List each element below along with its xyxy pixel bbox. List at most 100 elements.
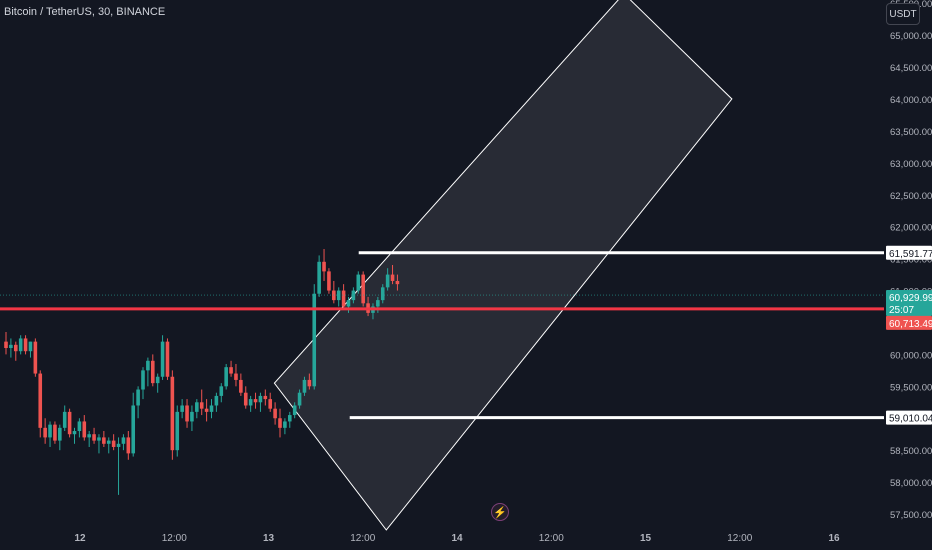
candle-body [102,437,106,444]
y-tick-label: 57,500.00 [890,510,932,521]
candle-body [219,386,224,396]
candle-body [258,395,263,403]
candle-body [248,399,253,406]
x-tick-label: 15 [640,533,652,544]
candle-body [67,411,72,435]
candle-body [263,395,268,400]
candle-body [243,392,248,406]
candle-body [141,370,145,390]
candle-body [204,408,209,412]
candle-body [180,405,184,412]
lightning-icon[interactable]: ⚡ [491,503,509,521]
candle-body [18,338,23,352]
y-tick-label: 58,000.00 [890,478,932,489]
candle-body [43,427,47,438]
candle-body [111,440,116,447]
candle-body [361,274,365,304]
price-label-box [886,302,932,317]
price-label: 59,010.04 [889,414,932,425]
candle-body [150,360,155,384]
candle-body [116,443,121,447]
candle-body [77,421,82,432]
price-label-box [886,410,932,425]
y-tick-label: 60,000.00 [890,350,932,361]
candle-body [199,402,204,409]
candle-body [385,274,390,288]
candle-body [136,389,140,406]
x-tick-label: 14 [451,533,463,544]
candle-body [155,376,160,384]
y-tick-label: 64,000.00 [890,95,932,106]
candle-body [131,405,136,454]
y-tick-label: 62,000.00 [890,223,932,234]
candle-body [92,434,96,441]
y-tick-label: 61,500.00 [890,255,932,266]
candle-body [327,271,331,291]
y-tick-label: 62,500.00 [890,191,932,202]
x-tick-label: 12:00 [539,533,564,544]
price-label-box [886,245,932,260]
price-label: 61,591.77 [889,249,932,260]
candle-body [33,341,38,374]
candle-body [297,392,302,406]
candle-body [287,415,292,422]
candle-body [48,424,52,438]
candle-body [302,379,307,393]
candle-body [376,300,380,307]
parallel-channel [273,0,733,531]
candle-body [23,338,28,352]
candle-body [380,287,385,301]
y-tick-label: 58,500.00 [890,446,932,457]
candle-body [97,437,101,441]
candle-body [322,261,326,272]
y-tick-label: 64,500.00 [890,63,932,74]
price-label-box [886,290,932,305]
price-label: 60,929.99 [889,293,932,304]
symbol-title: Bitcoin / TetherUS, 30, BINANCE [4,6,166,18]
candle-body [28,341,33,352]
candle-body [190,411,194,422]
candle-body [160,341,165,377]
price-label: 60,713.49 [889,319,932,330]
candle-body [317,261,321,294]
candle-body [307,379,312,387]
x-tick-label: 12 [74,533,86,544]
candle-body [268,399,273,409]
candle-body [9,344,13,349]
candle-body [234,373,238,380]
y-tick-label: 59,500.00 [890,382,932,393]
candle-body [278,418,282,428]
candle-body [239,379,243,393]
x-tick-label: 12:00 [350,533,375,544]
candle-body [273,408,277,419]
candle-body [253,399,258,403]
candle-body [224,367,228,387]
candle-body [341,290,346,307]
candle-body [58,427,62,441]
x-tick-label: 12:00 [162,533,187,544]
candle-body [336,290,341,301]
x-tick-label: 13 [263,533,275,544]
price-label: 25:07 [889,305,914,316]
x-tick-label: 16 [828,533,840,544]
candle-body [126,437,131,454]
candle-body [229,367,233,374]
candle-body [332,290,336,301]
candle-body [390,274,395,281]
currency-button[interactable]: USDT [886,3,920,25]
candle-body [292,405,297,416]
candle-body [170,376,175,451]
candle-body [121,437,126,444]
candle-body [346,300,351,307]
candle-body [13,344,18,352]
candle-body [165,341,170,377]
candle-body [395,280,400,285]
candle-body [356,274,361,291]
candle-body [351,290,356,301]
candle-body [38,373,43,428]
candle-body [214,395,219,406]
candle-body [106,440,111,444]
candle-body [185,405,189,422]
